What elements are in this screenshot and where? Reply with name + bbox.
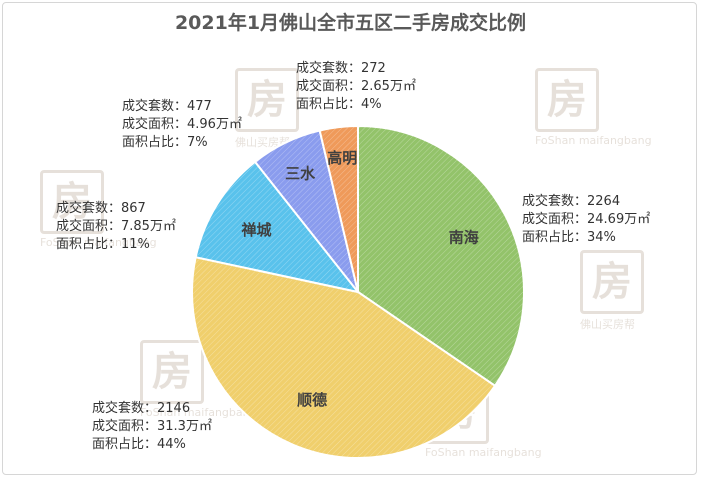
- watermark-text: FoShan maifangbang: [535, 134, 652, 147]
- slice-data-label: 面积占比：11%: [56, 237, 150, 252]
- slice-data-label: 成交面积：24.69万㎡: [522, 211, 650, 227]
- watermark: 房 FoShan maifangbang: [140, 340, 257, 419]
- pie-slice-texture: [191, 257, 495, 459]
- pie-slice-texture: [255, 130, 358, 292]
- pie-slice-texture: [319, 126, 358, 292]
- slice-data-label: 成交面积：2.65万㎡: [296, 78, 416, 94]
- slice-data-label: 面积占比：44%: [92, 437, 186, 452]
- watermark-logo-icon: 房: [235, 68, 299, 132]
- slice-data-label: 面积占比：4%: [296, 97, 382, 112]
- slice-data-label: 成交面积：7.85万㎡: [56, 218, 176, 234]
- slice-data-label: 成交面积：31.3万㎡: [92, 418, 212, 434]
- watermark-text: 佛山买房帮: [580, 318, 635, 331]
- watermark-logo-icon: 房: [580, 250, 644, 314]
- pie-slice-texture: [195, 161, 358, 292]
- slice-data-label: 成交套数：477: [122, 98, 212, 114]
- watermark-text: FoShan maifangbang: [425, 446, 542, 459]
- watermark-logo-icon: 房: [140, 340, 204, 404]
- watermark: 房 FoShan maifangbang: [40, 170, 157, 249]
- slice-data-label: 成交套数：867: [56, 200, 146, 216]
- slice-name-label: 高明: [327, 149, 357, 167]
- slice-name-label: 南海: [449, 228, 479, 246]
- watermark-logo-icon: 房: [535, 68, 599, 132]
- watermark: 房 FoShan maifangbang: [535, 68, 652, 147]
- slice-data-label: 面积占比：34%: [522, 230, 616, 245]
- slice-data-label: 成交套数：272: [296, 60, 386, 76]
- watermark: 房 佛山买房帮: [580, 250, 644, 332]
- watermark-text: 佛山买房帮: [235, 136, 290, 149]
- slice-data-label: 面积占比：7%: [122, 135, 208, 150]
- slice-data-label: 成交面积：4.96万㎡: [122, 116, 242, 132]
- watermark-text: FoShan maifangbang: [140, 406, 257, 419]
- watermark-text: FoShan maifangbang: [40, 236, 157, 249]
- slice-data-label: 成交套数：2264: [522, 193, 620, 209]
- pie-slice-texture: [358, 126, 525, 386]
- chart-title: 2021年1月佛山全市五区二手房成交比例: [174, 12, 527, 34]
- watermark: 房 佛山买房帮: [235, 68, 299, 150]
- slice-name-label: 顺德: [297, 391, 327, 409]
- slice-name-label: 三水: [285, 165, 316, 183]
- watermark-logo-icon: 房: [40, 170, 104, 234]
- slice-data-label: 成交套数：2146: [92, 400, 190, 416]
- slice-name-label: 禅城: [240, 221, 271, 239]
